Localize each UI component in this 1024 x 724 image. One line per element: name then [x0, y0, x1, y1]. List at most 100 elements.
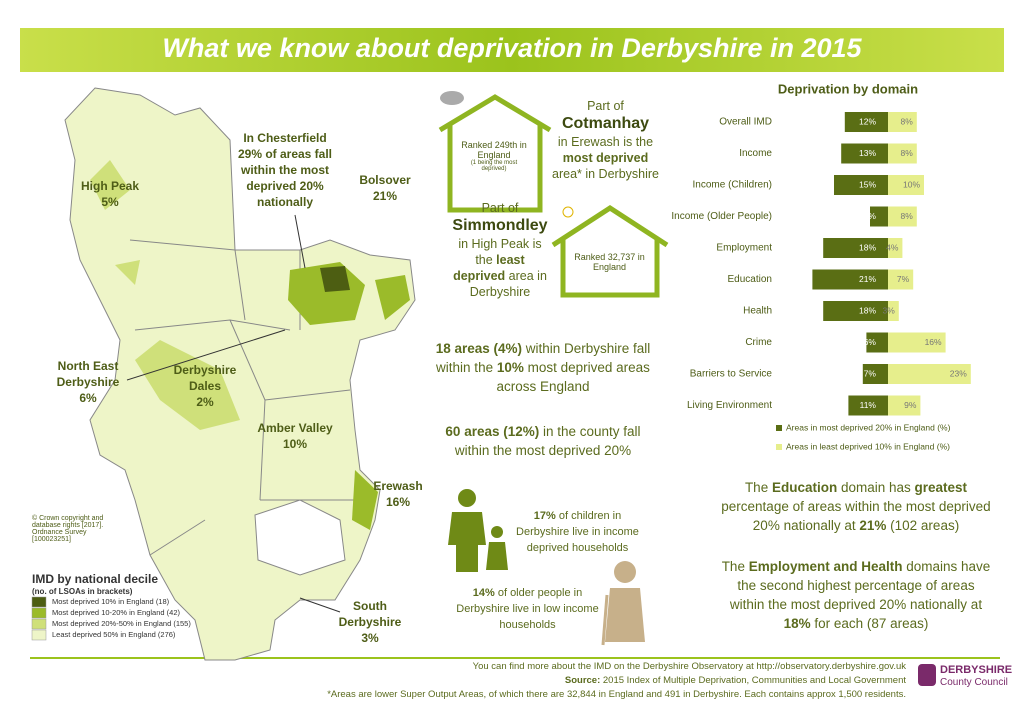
chart-title: Deprivation by domain: [778, 81, 918, 96]
district-label: Amber Valley 10%: [255, 420, 335, 452]
bar: [862, 364, 888, 384]
legend-swatch: [31, 596, 47, 608]
rank: Ranked 249th in England: [461, 140, 527, 160]
value-label: 9%: [904, 400, 917, 410]
bold-text: 14%: [472, 587, 495, 599]
legend-swatch: [31, 607, 47, 619]
district-name: North East Derbyshire: [56, 359, 120, 389]
text: most deprived areas across England: [496, 360, 650, 394]
district-value: 3%: [361, 631, 379, 645]
district-value: 5%: [101, 195, 119, 209]
value-label: 3%: [883, 305, 896, 315]
district-name: High Peak: [80, 179, 140, 193]
district-value: 6%: [79, 391, 97, 405]
bold-text: greatest: [914, 480, 968, 495]
text: of older people in Derbyshire live in lo…: [456, 587, 599, 631]
district-label: Bolsover 21%: [345, 172, 425, 204]
value-label: 4%: [886, 242, 899, 252]
category-label: Income: [739, 148, 772, 159]
text: area in Derbyshire: [469, 269, 547, 299]
bar: [888, 238, 903, 258]
value-label: 7%: [897, 274, 910, 284]
fact: 18 areas (4%) within Derbyshire fall wit…: [432, 339, 654, 396]
category-label: Education: [728, 274, 772, 285]
bar: [870, 206, 888, 227]
legend-swatch: [776, 444, 782, 450]
category-label: Income (Children): [693, 180, 772, 191]
text: percentage of areas within the most depr…: [721, 499, 991, 533]
category-label: Income (Older People): [671, 211, 772, 222]
bold-text: Source:: [564, 675, 601, 686]
category-label: Barriers to Service: [690, 369, 773, 380]
value-label: 6%: [864, 337, 877, 347]
text: in the county fall within the most depri…: [454, 424, 641, 458]
rank-box: Ranked 249th in England (1 being the mos…: [458, 140, 530, 172]
bar: [812, 269, 888, 290]
deprivation-patch: [375, 275, 410, 320]
text: domain has: [837, 480, 915, 495]
callout-line: [299, 597, 341, 613]
category-label: Crime: [745, 337, 772, 348]
fact: 60 areas (12%) in the county fall within…: [432, 422, 654, 460]
bar: [823, 238, 888, 258]
district-name: Derbyshire Dales: [173, 363, 237, 393]
bold-text: most deprived: [562, 151, 649, 165]
bar: [888, 395, 921, 416]
district-boundaries: [129, 239, 355, 556]
header-bar: [20, 28, 1004, 72]
value-label: 8%: [901, 148, 914, 158]
callout-line: [294, 214, 306, 269]
deprivation-patch: [135, 340, 240, 430]
legend-label: Most deprived 10% in England (18): [52, 597, 170, 606]
bar: [834, 175, 888, 195]
area-note: *Areas are lower Super Output Areas, of …: [327, 689, 906, 700]
bold-text: 18 areas (4%): [435, 341, 522, 356]
district-value: 21%: [372, 189, 398, 203]
bold-text: Education: [771, 480, 838, 495]
map-legend: Most deprived 10% in England (18) Most de…: [31, 596, 191, 641]
footer: You can find more about the IMD on the D…: [327, 660, 906, 702]
bar: [823, 301, 888, 321]
house-icon: [551, 205, 669, 298]
text: 2015 Index of Multiple Deprivation, Comm…: [600, 675, 906, 686]
district-label: South Derbyshire 3%: [330, 598, 410, 646]
rank: Ranked 32,737 in England: [574, 252, 645, 272]
description: in Erewash is the most deprived area* in…: [548, 134, 663, 182]
category-label: Health: [743, 306, 772, 317]
older-person-icon: [601, 561, 645, 646]
intro: Part of: [481, 201, 519, 215]
simmondley-text: Part of Simmondley in High Peak is the l…: [450, 200, 550, 300]
district-label: North East Derbyshire 6%: [48, 358, 128, 406]
district-name: Amber Valley: [257, 421, 333, 435]
text: The: [721, 559, 749, 574]
district-name: South Derbyshire: [338, 599, 402, 629]
bold-text: 18%: [783, 616, 811, 631]
legend-title: IMD by national decile: [32, 572, 159, 586]
legend-label: Most deprived 20%-50% in England (155): [52, 619, 191, 628]
text: (102 areas): [886, 518, 960, 533]
legend-label: Areas in most deprived 20% in England (%…: [786, 422, 951, 432]
bar: [888, 301, 899, 321]
value-label: 16%: [925, 337, 942, 347]
value-label: 15%: [859, 179, 876, 189]
bold-text: 60 areas (12%): [445, 424, 540, 439]
bold-text: 10%: [496, 360, 524, 375]
chesterfield-note: In Chesterfield 29% of areas fall within…: [237, 131, 333, 209]
place-name: Simmondley: [452, 217, 548, 234]
deprivation-patch: [320, 266, 350, 292]
bar: [844, 112, 888, 132]
text: in High Peak is the: [458, 237, 542, 267]
fact: 14% of older people in Derbyshire live i…: [455, 585, 600, 633]
logo-mark: [918, 664, 936, 686]
bar: [848, 395, 888, 416]
house-icon: [438, 94, 552, 213]
district-name: Bolsover: [359, 173, 411, 187]
legend-subtitle: (no. of LSOAs in brackets): [32, 587, 133, 596]
legend-swatch: [31, 618, 47, 630]
deprivation-patch: [90, 160, 140, 285]
bar: [888, 364, 971, 384]
summary: The Education domain has greatest percen…: [720, 478, 992, 535]
bar: [888, 332, 946, 353]
